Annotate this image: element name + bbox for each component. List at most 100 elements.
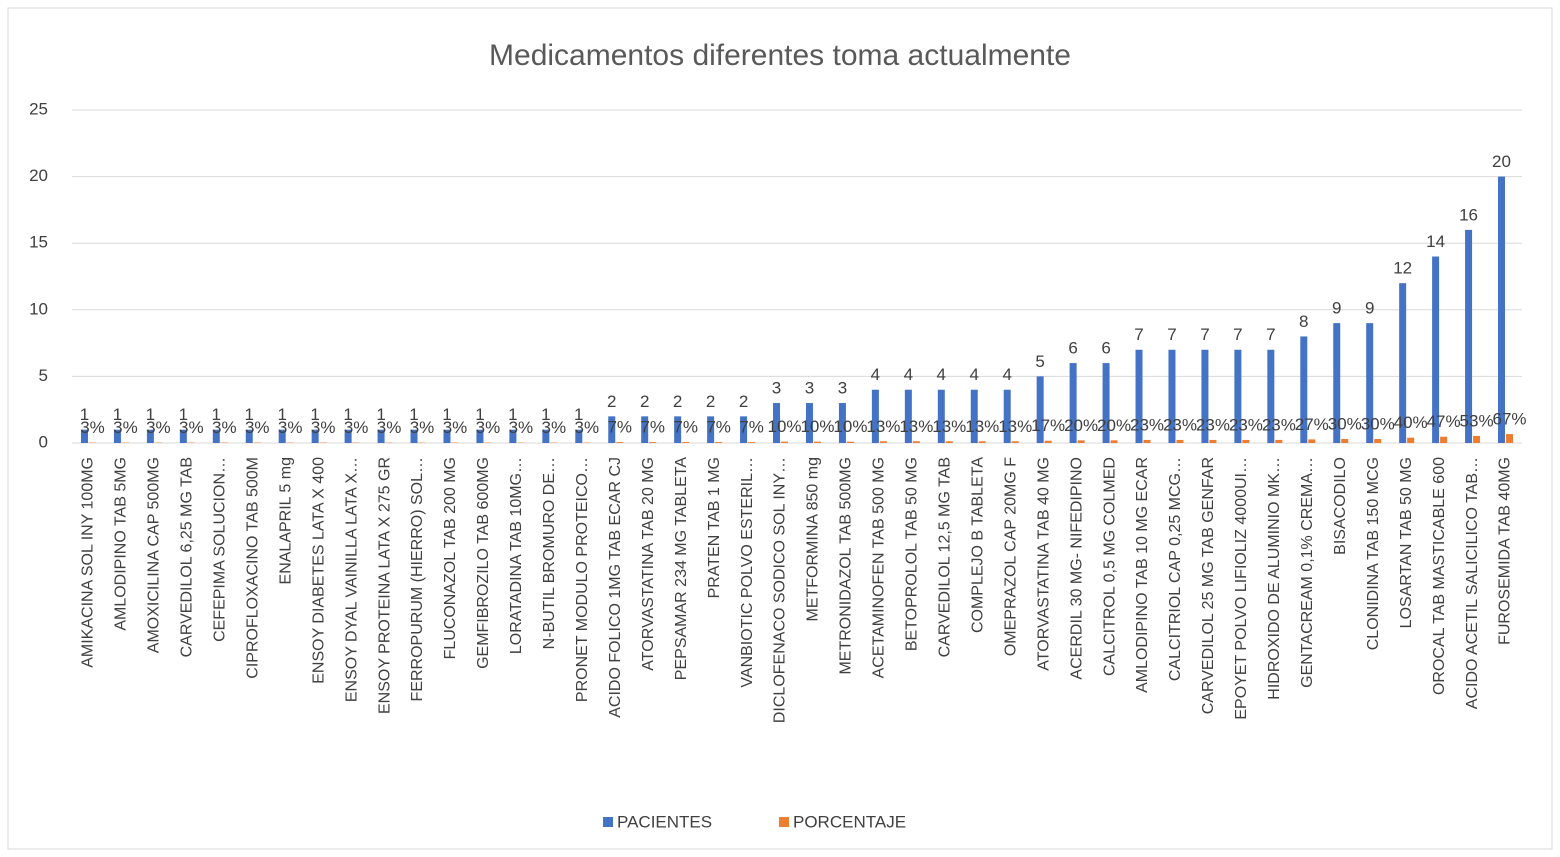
data-label: 17% [1031,416,1065,435]
bar [608,416,616,443]
y-tick-label: 10 [29,299,48,318]
data-label: 2 [673,392,682,411]
x-tick-label: ACIDO ACETIL SALICILICO TAB… [1464,457,1481,709]
x-tick-label: ENSOY DYAL VAINILLA LATA X… [343,457,360,702]
bar [1135,349,1143,443]
bar [278,429,286,443]
bar [1209,439,1217,443]
data-label: 27% [1295,415,1329,434]
data-label: 7 [1134,325,1143,344]
data-label: 4 [937,365,946,384]
bar [344,429,352,443]
bar [179,429,187,443]
bar [1275,439,1283,443]
x-tick-label: CLONIDINA TAB 150 MCG [1365,457,1382,650]
bar [1234,349,1242,443]
x-tick-label: CALCITROL 0,5 MG COLMED [1101,457,1118,676]
bar [212,429,220,443]
data-label: 1 [541,405,550,424]
data-label: 4 [1002,365,1011,384]
data-label: 23% [1229,415,1263,434]
bar [682,442,690,443]
data-label: 2 [607,392,616,411]
data-label: 1 [212,405,221,424]
data-label: 10% [768,417,802,436]
data-label: 1 [80,405,89,424]
bar [575,429,583,443]
data-label: 23% [1163,415,1197,434]
data-label: 10% [800,417,834,436]
data-label: 1 [574,405,583,424]
data-label: 13% [899,417,933,436]
bar [377,429,385,443]
data-label: 3 [838,379,847,398]
x-tick-label: CARVEDILOL 25 MG TAB GENFAR [1200,457,1217,714]
x-tick-label: BETOPROLOL TAB 50 MG [904,457,921,651]
x-tick-label: OMEPRAZOL CAP 20MG F [1002,457,1019,656]
bar [1498,176,1506,443]
y-tick-label: 25 [29,99,48,118]
x-tick-label: CARVEDILOL 6,25 MG TAB [179,457,196,657]
bar [970,389,978,443]
x-tick-label: ACETAMINOFEN TAB 500 MG [871,457,888,678]
bar [1077,440,1085,443]
bar [1069,363,1077,443]
x-tick-label: ATORVASTATINA TAB 20 MG [640,457,657,671]
bar [1473,435,1481,443]
x-tick-label: LORATADINA TAB 10MG… [508,457,525,654]
x-tick-label: AMOXICILINA CAP 500MG [146,457,163,653]
data-label: 10% [833,417,867,436]
data-label: 7% [706,418,731,437]
bar [509,429,517,443]
data-label: 9 [1365,299,1374,318]
data-label: 3 [805,379,814,398]
data-label: 13% [965,417,999,436]
data-label: 53% [1460,411,1494,430]
x-tick-label: FUROSEMIDA TAB 40MG [1497,457,1514,645]
bar [1399,283,1407,443]
x-tick-label: EPOYET POLVO LIFIOLIZ 4000UI… [1233,457,1250,720]
bar [781,441,789,443]
bar [113,429,121,443]
bar [740,416,748,443]
x-tick-label: CALCITRIOL CAP 0,25 MCG… [1167,457,1184,681]
legend-label: PORCENTAJE [793,812,906,831]
data-label: 1 [343,405,352,424]
bar [410,429,418,443]
bar [871,389,879,443]
bar [1242,439,1250,443]
data-label: 14 [1426,232,1445,251]
data-label: 8 [1299,312,1308,331]
data-label: 30% [1361,414,1395,433]
data-label: 47% [1427,412,1461,431]
data-label: 1 [508,405,517,424]
data-label: 7 [1233,325,1242,344]
bar [978,441,986,443]
data-label: 1 [409,405,418,424]
data-label: 3% [377,418,402,437]
x-tick-label: AMIKACINA SOL INY 100MG [80,457,97,668]
data-label: 23% [1196,415,1230,434]
y-tick-label: 15 [29,233,48,252]
data-label: 7% [607,418,632,437]
bar [1506,434,1514,443]
data-label: 3% [344,418,369,437]
bar [1143,439,1151,443]
x-tick-label: GENTACREAM 0,1% CREMA… [1299,457,1316,688]
x-tick-label: PEPSAMAR 234 MG TABLETA [673,457,690,681]
bar [879,441,887,443]
bar [1300,336,1308,443]
bar [813,441,821,443]
data-label: 23% [1262,415,1296,434]
bar [1333,323,1341,443]
bar [80,429,88,443]
data-label: 13% [866,417,900,436]
data-label: 3% [575,418,600,437]
bar [1308,439,1316,443]
bar [649,442,657,443]
bar [1201,349,1209,443]
x-tick-label: FERROPURUM (HIERRO) SOL… [409,457,426,701]
data-label: 5 [1035,352,1044,371]
bar [1440,436,1448,443]
